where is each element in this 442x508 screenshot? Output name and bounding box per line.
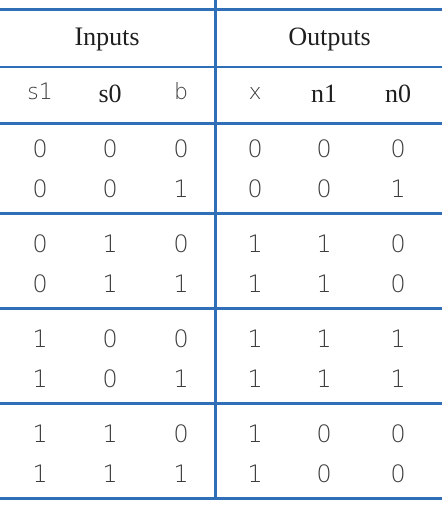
cell-s0: 0 <box>102 135 118 163</box>
cell-n0: 0 <box>390 270 406 298</box>
group-2-rule <box>0 307 442 310</box>
cell-n1: 0 <box>316 175 332 203</box>
group-1-rule <box>0 212 442 215</box>
cell-s1: 0 <box>32 135 48 163</box>
cell-b: 0 <box>173 325 189 353</box>
cell-b: 1 <box>173 460 189 488</box>
cell-x: 0 <box>247 135 263 163</box>
inputs-outputs-divider <box>214 0 217 500</box>
cell-n0: 1 <box>390 365 406 393</box>
column-header-s0: s0 <box>98 79 122 108</box>
cell-n1: 1 <box>316 230 332 258</box>
cell-n1: 0 <box>316 135 332 163</box>
cell-n1: 1 <box>316 365 332 393</box>
outputs-heading: Outputs <box>288 22 371 51</box>
header-divider-rule <box>0 66 442 68</box>
cell-s0: 1 <box>102 420 118 448</box>
cell-n0: 0 <box>390 230 406 258</box>
cell-s0: 1 <box>102 460 118 488</box>
cell-s0: 0 <box>102 175 118 203</box>
cell-x: 1 <box>247 325 263 353</box>
cell-n1: 0 <box>316 420 332 448</box>
cell-s0: 1 <box>102 270 118 298</box>
group-3-rule <box>0 402 442 405</box>
column-header-rule <box>0 122 442 125</box>
cell-b: 1 <box>173 270 189 298</box>
top-rule <box>0 8 442 11</box>
column-header-b: b <box>174 80 188 105</box>
cell-x: 1 <box>247 230 263 258</box>
column-header-n1: n1 <box>311 79 337 108</box>
cell-s1: 1 <box>32 420 48 448</box>
cell-s0: 0 <box>102 365 118 393</box>
cell-n1: 1 <box>316 270 332 298</box>
inputs-heading: Inputs <box>74 22 140 51</box>
cell-s1: 0 <box>32 270 48 298</box>
cell-b: 0 <box>173 135 189 163</box>
column-header-s1: s1 <box>27 80 53 105</box>
cell-n0: 0 <box>390 135 406 163</box>
cell-s1: 1 <box>32 325 48 353</box>
cell-s1: 1 <box>32 460 48 488</box>
cell-n0: 0 <box>390 420 406 448</box>
bottom-rule <box>0 497 442 500</box>
column-header-x: x <box>248 80 262 105</box>
cell-x: 1 <box>247 270 263 298</box>
cell-b: 1 <box>173 175 189 203</box>
cell-b: 0 <box>173 420 189 448</box>
cell-n1: 1 <box>316 325 332 353</box>
cell-n0: 1 <box>390 175 406 203</box>
cell-b: 1 <box>173 365 189 393</box>
cell-x: 0 <box>247 175 263 203</box>
cell-s1: 1 <box>32 365 48 393</box>
column-header-n0: n0 <box>385 79 411 108</box>
cell-x: 1 <box>247 420 263 448</box>
cell-x: 1 <box>247 460 263 488</box>
cell-s1: 0 <box>32 175 48 203</box>
cell-s1: 0 <box>32 230 48 258</box>
cell-n1: 0 <box>316 460 332 488</box>
cell-n0: 0 <box>390 460 406 488</box>
cell-n0: 1 <box>390 325 406 353</box>
cell-s0: 0 <box>102 325 118 353</box>
cell-x: 1 <box>247 365 263 393</box>
cell-b: 0 <box>173 230 189 258</box>
cell-s0: 1 <box>102 230 118 258</box>
